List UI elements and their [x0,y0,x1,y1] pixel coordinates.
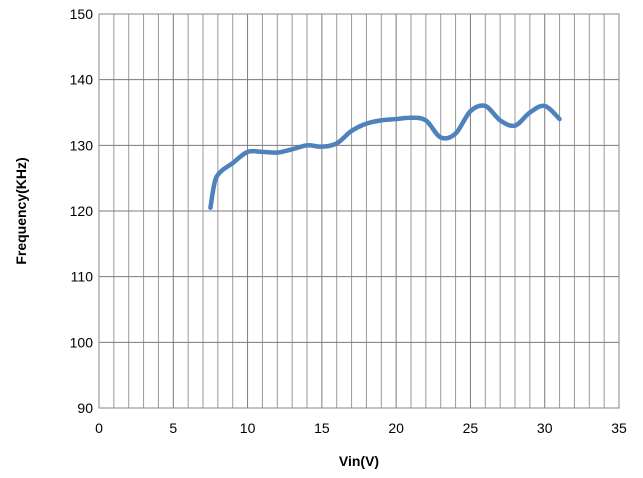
major-gridlines [99,14,619,408]
y-tick-label: 120 [70,203,94,219]
y-tick-label: 140 [70,72,94,88]
x-tick-label: 20 [388,420,404,436]
x-tick-label: 30 [537,420,553,436]
y-tick-label: 100 [70,334,94,350]
y-tick-label: 90 [77,400,93,416]
y-axis-title: Frequency(KHz) [13,157,29,264]
x-tick-label: 0 [95,420,103,436]
x-tick-labels: 0 5 10 15 20 25 30 35 [95,420,627,436]
plot-area-frame [98,13,620,409]
y-tick-label: 110 [71,269,94,285]
x-tick-label: 15 [314,420,330,436]
x-tick-label: 35 [611,420,627,436]
series-line [208,103,562,210]
series-layer [208,103,562,210]
x-axis-title: Vin(V) [339,453,379,469]
x-tick-label: 25 [463,420,479,436]
x-tick-label: 5 [169,420,177,436]
y-tick-labels: 90 100 110 120 130 140 150 [70,6,94,416]
x-tick-label: 10 [240,420,256,436]
y-tick-label: 130 [70,137,94,153]
y-tick-label: 150 [70,6,94,22]
